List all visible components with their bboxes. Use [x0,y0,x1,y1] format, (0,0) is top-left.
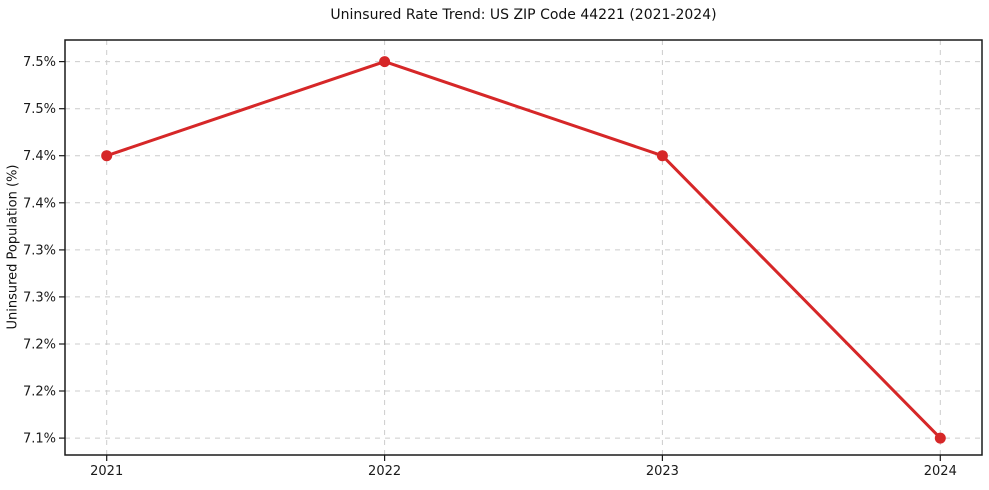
y-tick-label: 7.4% [23,196,56,211]
data-point-marker [934,432,946,444]
y-tick-label: 7.3% [23,290,56,305]
y-tick-label: 7.2% [23,385,56,400]
plot-frame [64,39,983,456]
y-tick-label: 7.5% [23,55,56,70]
data-point-marker [101,150,113,162]
data-point-marker [379,56,391,68]
y-tick-label: 7.2% [23,338,56,353]
x-tick-label: 2021 [90,464,123,479]
y-tick-label: 7.5% [23,102,56,117]
chart-title: Uninsured Rate Trend: US ZIP Code 44221 … [330,7,717,23]
data-point-marker [656,150,668,162]
x-tick-label: 2024 [924,464,957,479]
y-tick-label: 7.4% [23,149,56,164]
y-tick-label: 7.1% [23,432,56,447]
y-axis-label: Uninsured Population (%) [5,164,21,330]
x-tick-label: 2022 [368,464,401,479]
x-tick-label: 2023 [646,464,679,479]
trend-line [105,60,942,440]
y-tick-label: 7.3% [23,243,56,258]
